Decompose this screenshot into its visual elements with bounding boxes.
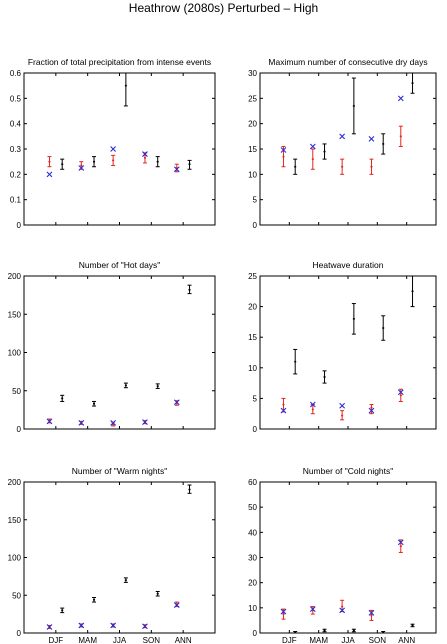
x-tick-label: MAM bbox=[78, 636, 97, 644]
y-tick-label: 60 bbox=[248, 478, 257, 487]
x-marker bbox=[280, 147, 287, 153]
x-tick-label: DJF bbox=[48, 636, 63, 644]
x-tick-label: MAM bbox=[309, 636, 328, 644]
x-tick-label: ANN bbox=[398, 636, 415, 644]
x-marker bbox=[142, 151, 148, 157]
y-tick-label: 50 bbox=[248, 503, 257, 512]
plot-frame bbox=[259, 481, 437, 634]
plot-frame bbox=[259, 72, 437, 226]
y-tick-label: 200 bbox=[8, 478, 22, 487]
x-marker bbox=[46, 624, 53, 630]
x-marker bbox=[309, 401, 316, 408]
panel-title: Number of "Cold nights" bbox=[303, 466, 394, 476]
x-tick-label: JJA bbox=[341, 636, 355, 644]
y-tick-label: 0 bbox=[17, 629, 22, 638]
x-marker bbox=[339, 607, 346, 614]
x-marker bbox=[368, 407, 375, 414]
x-marker bbox=[173, 166, 180, 173]
y-tick-label: 20 bbox=[248, 303, 257, 312]
plot-frame bbox=[23, 481, 216, 634]
y-tick-label: 0.6 bbox=[10, 69, 22, 78]
x-marker bbox=[78, 622, 85, 629]
x-marker bbox=[397, 389, 404, 396]
chart-panels: Fraction of total precipitation from int… bbox=[8, 57, 437, 644]
x-marker bbox=[78, 419, 85, 426]
plot-frame bbox=[23, 72, 216, 226]
y-tick-label: 30 bbox=[248, 554, 257, 563]
y-tick-label: 30 bbox=[248, 69, 257, 78]
x-marker bbox=[78, 165, 85, 171]
x-marker bbox=[397, 539, 404, 546]
x-tick-label: JJA bbox=[113, 636, 127, 644]
x-marker bbox=[397, 95, 404, 102]
panel-title: Number of "Warm nights" bbox=[72, 466, 167, 476]
x-marker bbox=[110, 146, 117, 152]
y-tick-label: 0 bbox=[253, 629, 258, 638]
panel-title: Heatwave duration bbox=[313, 260, 384, 270]
x-marker bbox=[46, 171, 53, 178]
x-marker bbox=[110, 622, 117, 629]
panel-title: Number of "Hot days" bbox=[79, 260, 161, 270]
y-tick-label: 25 bbox=[248, 94, 257, 103]
x-tick-label: DJF bbox=[282, 636, 297, 644]
y-tick-label: 50 bbox=[12, 591, 21, 600]
y-tick-label: 150 bbox=[8, 310, 22, 319]
x-marker bbox=[173, 399, 180, 406]
x-marker bbox=[46, 418, 53, 425]
y-tick-label: 0 bbox=[17, 425, 22, 434]
y-tick-label: 0 bbox=[253, 425, 258, 434]
x-marker bbox=[339, 402, 346, 409]
y-tick-label: 100 bbox=[8, 349, 22, 358]
panel-title: Maximum number of consecutive dry days bbox=[268, 57, 427, 67]
x-marker bbox=[309, 606, 316, 612]
chart-panel: Maximum number of consecutive dry days 0 5… bbox=[248, 57, 437, 230]
x-marker bbox=[173, 602, 180, 608]
x-marker bbox=[142, 623, 148, 630]
y-tick-label: 0.1 bbox=[10, 196, 22, 205]
y-tick-label: 15 bbox=[248, 145, 257, 154]
y-tick-label: 0.5 bbox=[10, 94, 22, 103]
y-tick-label: 50 bbox=[12, 387, 21, 396]
x-marker bbox=[309, 143, 316, 150]
x-marker bbox=[368, 609, 375, 616]
chart-panel: Number of "Warm nights" 0 50 100 150 200 DJF MA… bbox=[8, 466, 216, 644]
y-tick-label: 10 bbox=[248, 604, 257, 613]
y-tick-label: 0.2 bbox=[10, 170, 22, 179]
y-tick-label: 150 bbox=[8, 516, 22, 525]
y-tick-label: 15 bbox=[248, 333, 257, 342]
x-marker bbox=[280, 608, 287, 615]
x-marker bbox=[280, 407, 287, 414]
chart-panel: Number of "Hot days" 0 50 100 150 200 bbox=[8, 260, 216, 434]
y-tick-label: 20 bbox=[248, 120, 257, 129]
x-tick-label: SON bbox=[369, 636, 387, 644]
x-marker bbox=[142, 419, 148, 426]
x-tick-label: ANN bbox=[175, 636, 192, 644]
y-tick-label: 40 bbox=[248, 528, 257, 537]
x-marker bbox=[110, 419, 117, 426]
y-tick-label: 25 bbox=[248, 272, 257, 281]
y-tick-label: 100 bbox=[8, 554, 22, 563]
x-tick-label: SON bbox=[143, 636, 161, 644]
panel-title: Fraction of total precipitation from int… bbox=[28, 57, 211, 67]
figure-title: Heathrow (2080s) Perturbed – High bbox=[129, 1, 318, 15]
y-tick-label: 0.3 bbox=[10, 145, 22, 154]
y-tick-label: 200 bbox=[8, 272, 22, 281]
plot-frame bbox=[259, 275, 437, 430]
x-marker bbox=[339, 133, 346, 140]
y-tick-label: 10 bbox=[248, 170, 257, 179]
y-tick-label: 10 bbox=[248, 364, 257, 373]
x-marker bbox=[368, 135, 375, 142]
chart-panel: Fraction of total precipitation from int… bbox=[10, 57, 216, 230]
y-tick-label: 20 bbox=[248, 579, 257, 588]
y-tick-label: 5 bbox=[253, 196, 258, 205]
plot-frame bbox=[23, 275, 216, 430]
y-tick-label: 0 bbox=[253, 221, 258, 230]
y-tick-label: 0.4 bbox=[10, 120, 22, 129]
y-tick-label: 0 bbox=[17, 221, 22, 230]
y-tick-label: 5 bbox=[253, 394, 258, 403]
chart-panel: Heatwave duration 0 5 10 15 20 25 bbox=[248, 260, 437, 434]
chart-panel: Number of "Cold nights" 0 10 20 30 40 50 60 DJF M… bbox=[248, 466, 437, 644]
